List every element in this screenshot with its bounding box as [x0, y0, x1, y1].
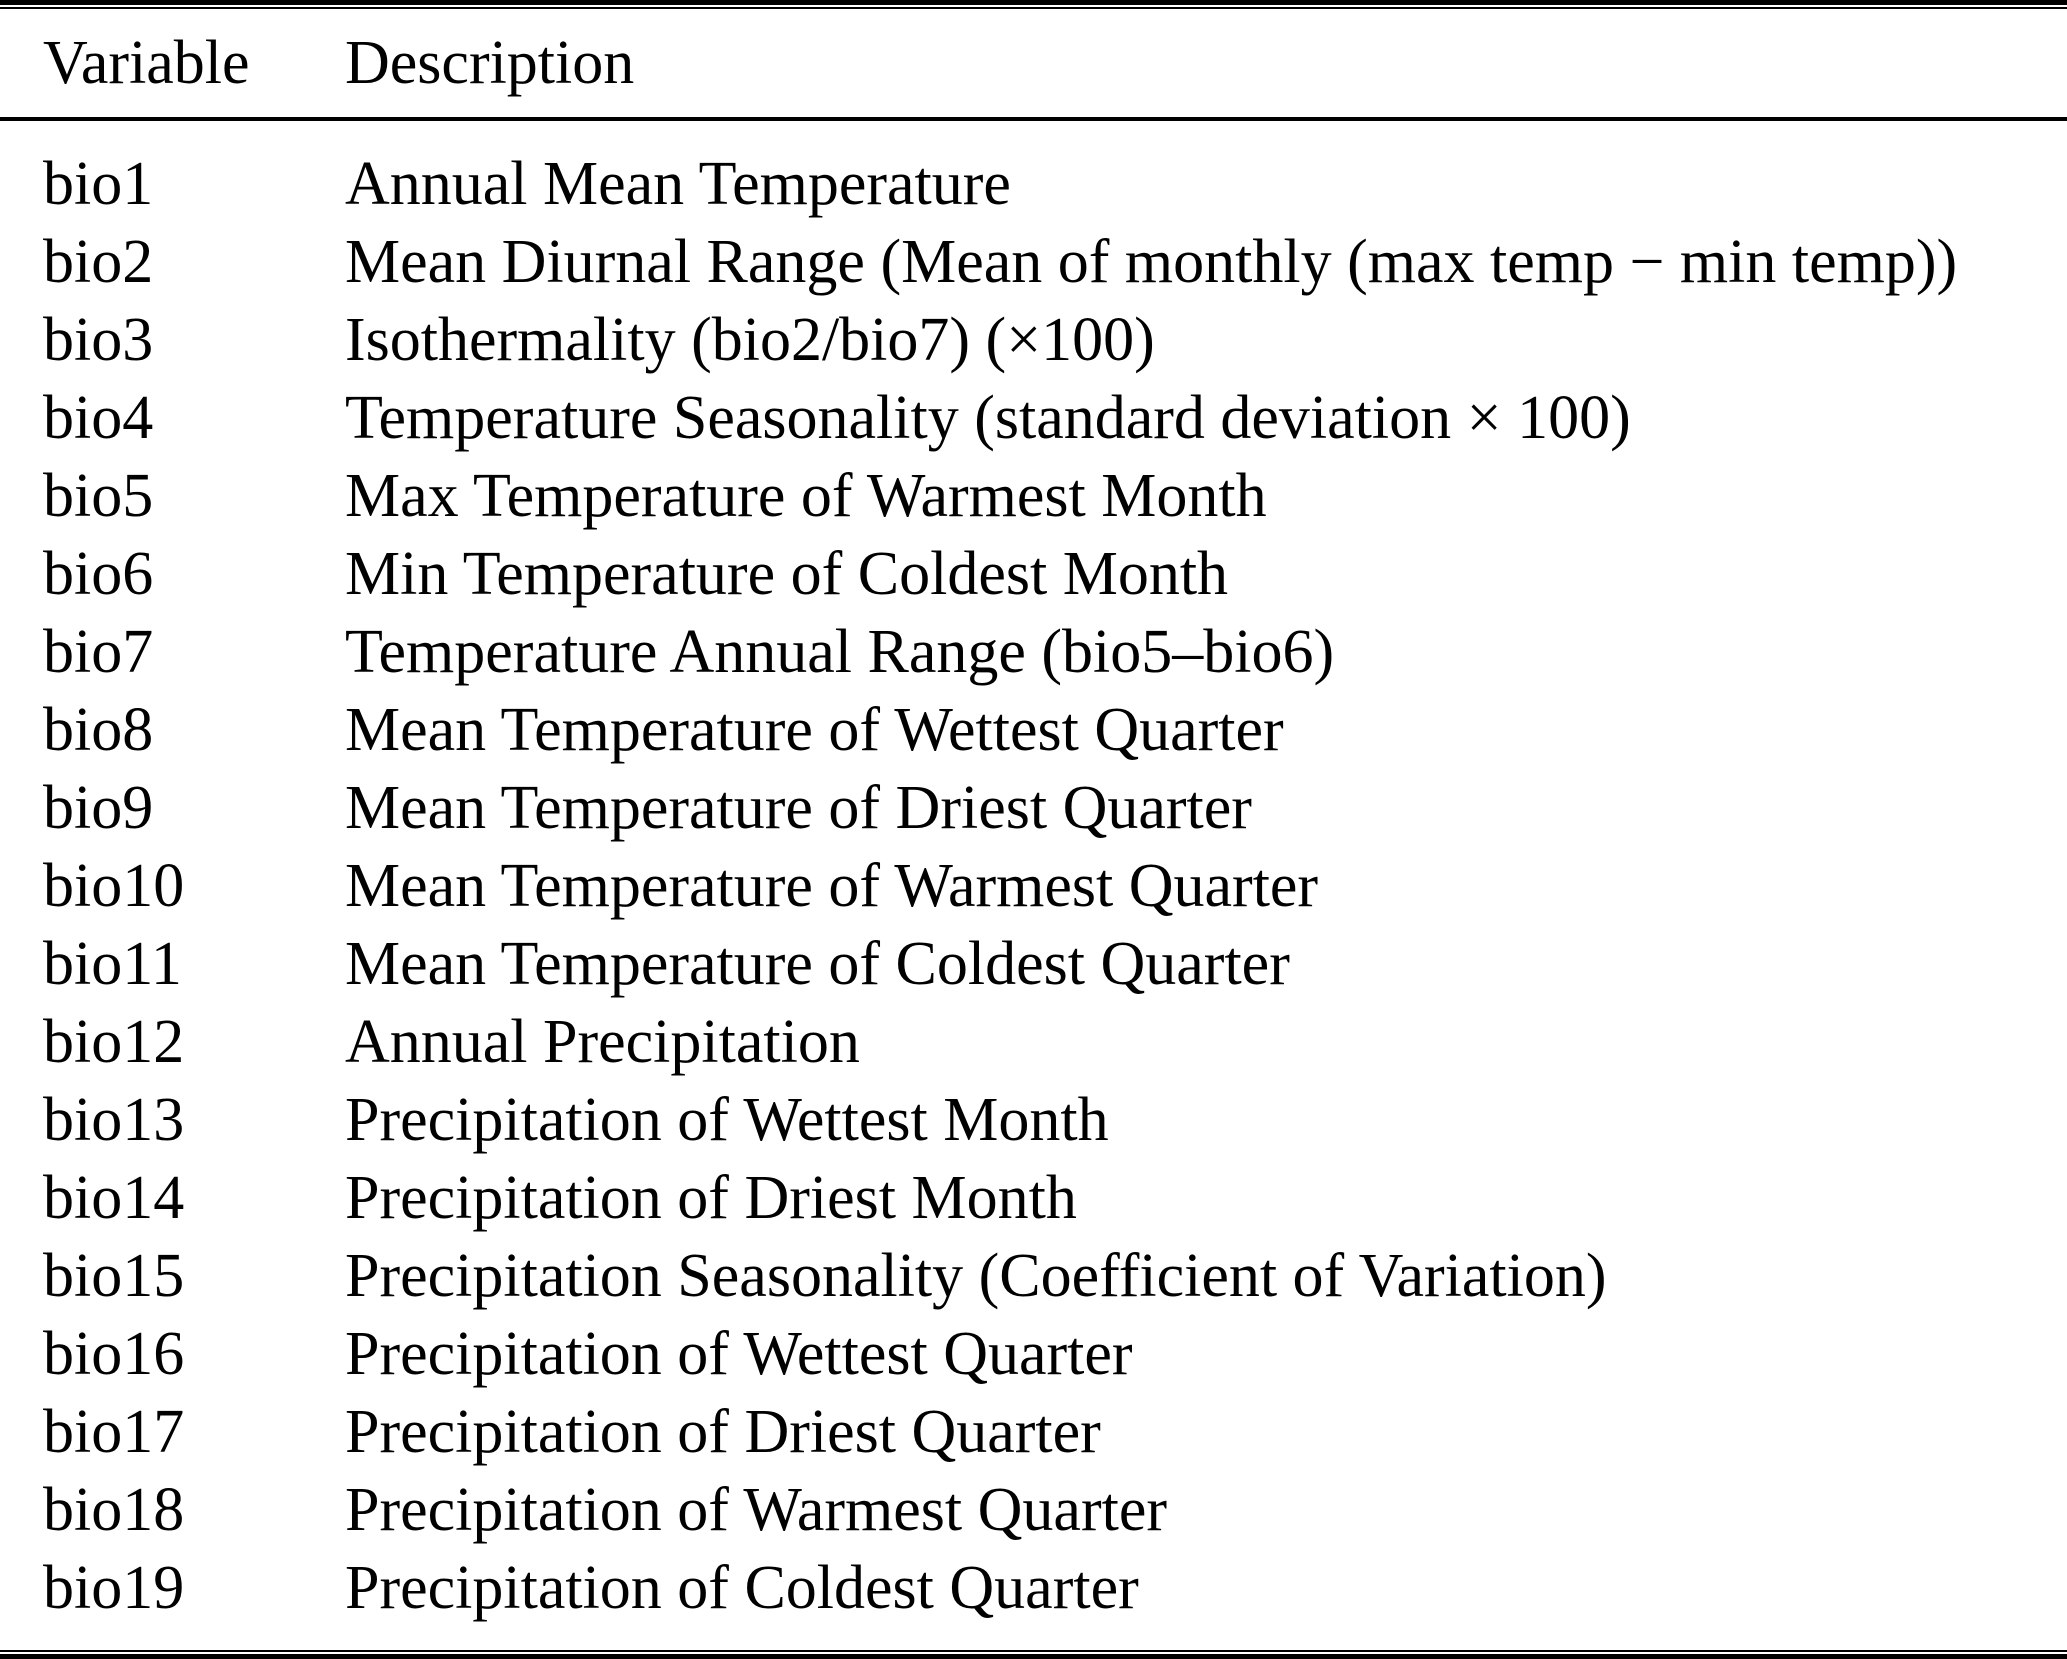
description-cell: Isothermality (bio2/bio7) (×100) [345, 306, 1155, 374]
table-row: bio14 Precipitation of Driest Month [0, 1159, 2067, 1237]
variable-cell: bio12 [43, 1008, 185, 1076]
column-header-description: Description [345, 29, 635, 97]
variable-cell: bio18 [43, 1476, 185, 1544]
bottom-rule-thin [0, 1650, 2067, 1652]
variable-cell: bio8 [43, 696, 154, 764]
variable-cell: bio4 [43, 384, 154, 452]
variable-cell: bio7 [43, 618, 154, 686]
description-cell: Mean Diurnal Range (Mean of monthly (max… [345, 228, 1958, 296]
description-cell: Min Temperature of Coldest Month [345, 540, 1229, 608]
table-row: bio11 Mean Temperature of Coldest Quarte… [0, 925, 2067, 1003]
description-cell: Mean Temperature of Wettest Quarter [345, 696, 1284, 764]
table-row: bio4 Temperature Seasonality (standard d… [0, 379, 2067, 457]
variable-cell: bio5 [43, 462, 154, 530]
description-cell: Precipitation of Driest Month [345, 1164, 1077, 1232]
description-cell: Max Temperature of Warmest Month [345, 462, 1267, 530]
table-row: bio5 Max Temperature of Warmest Month [0, 457, 2067, 535]
table-row: bio12 Annual Precipitation [0, 1003, 2067, 1081]
table-row: bio3 Isothermality (bio2/bio7) (×100) [0, 301, 2067, 379]
variable-cell: bio13 [43, 1086, 185, 1154]
variable-cell: bio9 [43, 774, 154, 842]
table-row: bio18 Precipitation of Warmest Quarter [0, 1471, 2067, 1549]
variable-cell: bio19 [43, 1554, 185, 1622]
description-cell: Precipitation of Warmest Quarter [345, 1476, 1167, 1544]
variable-cell: bio1 [43, 150, 154, 218]
table-row: bio19 Precipitation of Coldest Quarter [0, 1549, 2067, 1627]
variable-cell: bio11 [43, 930, 182, 998]
variable-cell: bio2 [43, 228, 154, 296]
top-rule-gap [0, 5, 2067, 7]
description-cell: Annual Precipitation [345, 1008, 860, 1076]
description-cell: Precipitation of Driest Quarter [345, 1398, 1101, 1466]
table-row: bio15 Precipitation Seasonality (Coeffic… [0, 1237, 2067, 1315]
description-cell: Mean Temperature of Driest Quarter [345, 774, 1252, 842]
bottom-rule-thick [0, 1654, 2067, 1659]
variable-cell: bio3 [43, 306, 154, 374]
variable-cell: bio10 [43, 852, 185, 920]
description-cell: Precipitation of Wettest Quarter [345, 1320, 1133, 1388]
table-row: bio13 Precipitation of Wettest Month [0, 1081, 2067, 1159]
top-rule-thin [0, 7, 2067, 9]
description-cell: Precipitation of Coldest Quarter [345, 1554, 1139, 1622]
variable-cell: bio14 [43, 1164, 185, 1232]
bottom-rule-gap [0, 1652, 2067, 1654]
table-body: bio1 Annual Mean Temperature bio2 Mean D… [0, 121, 2067, 1650]
description-cell: Mean Temperature of Coldest Quarter [345, 930, 1290, 998]
description-cell: Precipitation of Wettest Month [345, 1086, 1109, 1154]
table-row: bio6 Min Temperature of Coldest Month [0, 535, 2067, 613]
description-cell: Annual Mean Temperature [345, 150, 1011, 218]
description-cell: Mean Temperature of Warmest Quarter [345, 852, 1319, 920]
table-row: bio17 Precipitation of Driest Quarter [0, 1393, 2067, 1471]
table-row: bio16 Precipitation of Wettest Quarter [0, 1315, 2067, 1393]
table-row: bio2 Mean Diurnal Range (Mean of monthly… [0, 223, 2067, 301]
description-cell: Temperature Annual Range (bio5–bio6) [345, 618, 1335, 686]
variable-cell: bio17 [43, 1398, 185, 1466]
table-row: bio1 Annual Mean Temperature [0, 145, 2067, 223]
variable-cell: bio16 [43, 1320, 185, 1388]
table-row: bio8 Mean Temperature of Wettest Quarter [0, 691, 2067, 769]
top-rule-thick [0, 0, 2067, 5]
table-row: bio7 Temperature Annual Range (bio5–bio6… [0, 613, 2067, 691]
description-cell: Precipitation Seasonality (Coefficient o… [345, 1242, 1607, 1310]
table-row: bio10 Mean Temperature of Warmest Quarte… [0, 847, 2067, 925]
table-row: bio9 Mean Temperature of Driest Quarter [0, 769, 2067, 847]
description-cell: Temperature Seasonality (standard deviat… [345, 384, 1631, 452]
header-separator-rule [0, 117, 2067, 121]
variable-cell: bio15 [43, 1242, 185, 1310]
column-header-variable: Variable [43, 29, 250, 97]
variable-cell: bio6 [43, 540, 154, 608]
table-header-row: Variable Description [0, 9, 2067, 117]
